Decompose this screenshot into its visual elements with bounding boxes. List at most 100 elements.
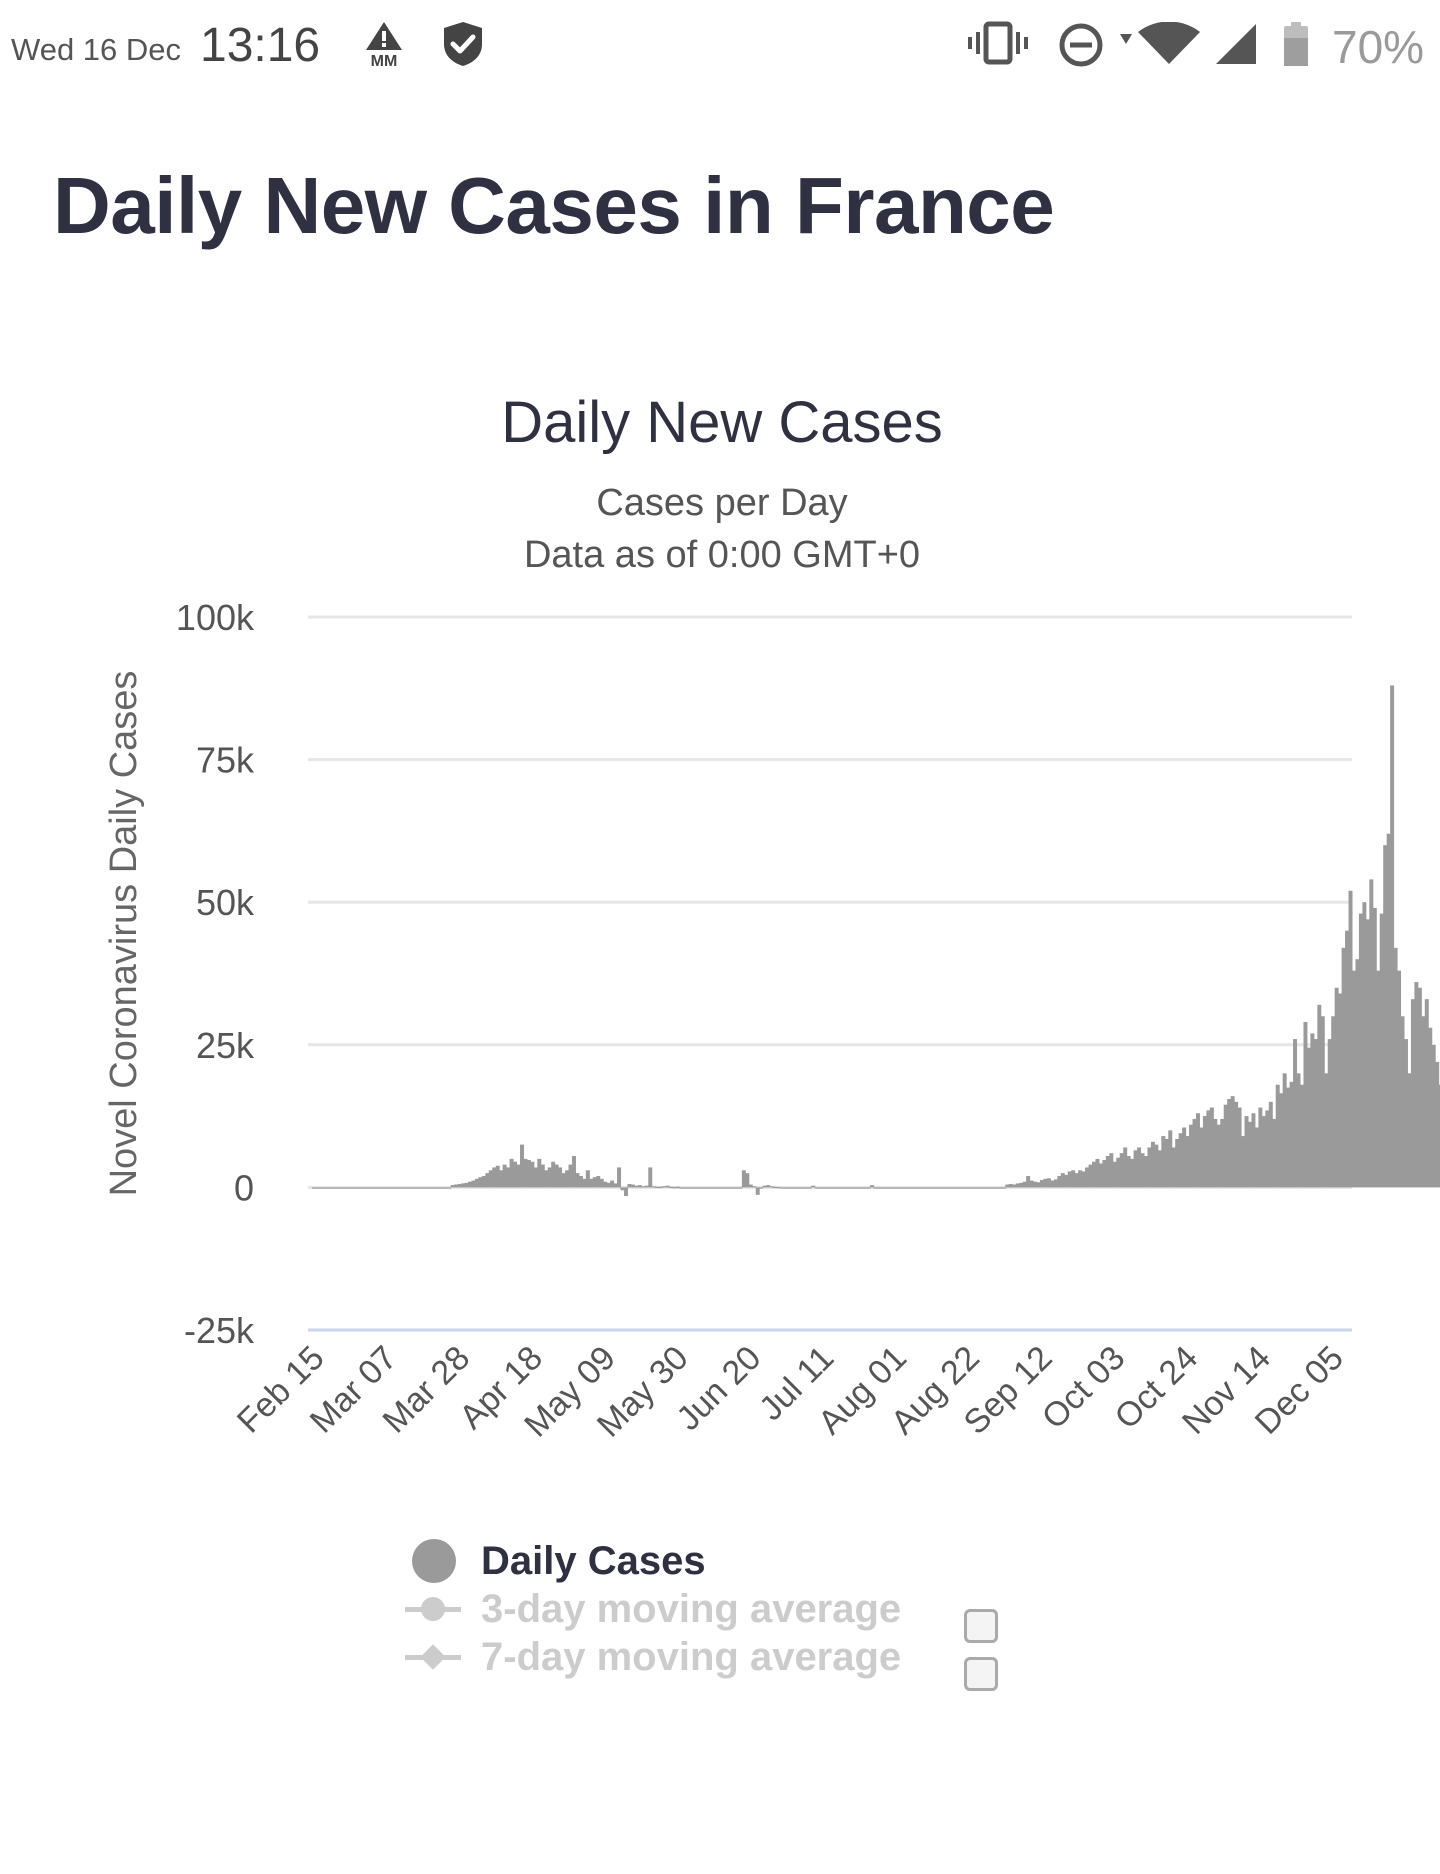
bar[interactable] [520,1144,524,1188]
bar[interactable] [1137,1147,1142,1188]
bar[interactable] [1178,1133,1183,1188]
bar[interactable] [717,1187,722,1189]
bar[interactable] [329,1187,334,1189]
bar[interactable] [1254,1127,1259,1188]
bar[interactable] [1407,1073,1412,1188]
bar[interactable] [630,1184,635,1188]
bar[interactable] [572,1156,576,1188]
bar[interactable] [1029,1180,1034,1188]
bar[interactable] [468,1181,472,1188]
bar[interactable] [315,1187,320,1189]
bar[interactable] [1234,1101,1239,1188]
bar[interactable] [523,1158,528,1188]
bar[interactable] [585,1170,590,1188]
bar[interactable] [1310,1033,1315,1188]
bar[interactable] [322,1187,327,1189]
bar[interactable] [946,1187,951,1189]
bar[interactable] [388,1187,393,1189]
bar[interactable] [1376,970,1381,1188]
bar[interactable] [1400,1016,1405,1188]
bar[interactable] [492,1167,497,1188]
bar[interactable] [1182,1127,1187,1188]
bar[interactable] [429,1187,434,1189]
bar[interactable] [1092,1161,1096,1188]
bar[interactable] [495,1165,500,1188]
bar[interactable] [662,1186,667,1188]
bar[interactable] [1216,1124,1221,1188]
bar[interactable] [637,1185,642,1188]
bar[interactable] [963,1187,968,1189]
bar[interactable] [533,1167,538,1188]
bar[interactable] [1435,1061,1440,1188]
bar[interactable] [1053,1179,1058,1188]
bar[interactable] [1147,1147,1152,1188]
bar[interactable] [1050,1180,1055,1188]
bar[interactable] [863,1187,868,1189]
bar[interactable] [676,1186,680,1189]
bar[interactable] [384,1187,389,1189]
bar[interactable] [1431,1044,1436,1188]
bar[interactable] [1133,1150,1138,1188]
bar[interactable] [762,1185,767,1188]
bar[interactable] [679,1187,684,1189]
bar[interactable] [364,1187,368,1189]
bar[interactable] [488,1170,493,1188]
bar[interactable] [994,1187,999,1189]
bar[interactable] [1223,1104,1228,1188]
bar[interactable] [1036,1182,1041,1188]
bar[interactable] [422,1187,427,1189]
bar[interactable] [433,1187,438,1189]
bar[interactable] [1286,1087,1291,1188]
bar[interactable] [1404,1039,1408,1188]
bar[interactable] [908,1187,913,1189]
bar[interactable] [582,1178,587,1188]
bar[interactable] [416,1187,420,1189]
bar[interactable] [776,1187,781,1189]
bar[interactable] [1358,913,1363,1188]
bar[interactable] [1005,1184,1010,1188]
bar[interactable] [1355,959,1360,1188]
bar[interactable] [502,1164,507,1188]
bar[interactable] [1230,1096,1235,1188]
bar[interactable] [1241,1136,1246,1188]
bar[interactable] [339,1187,344,1189]
bar[interactable] [915,1187,920,1189]
bar[interactable] [1213,1118,1218,1188]
bar[interactable] [814,1187,819,1189]
bar[interactable] [1019,1182,1024,1188]
bar[interactable] [700,1187,705,1189]
bar[interactable] [1386,833,1391,1188]
bar[interactable] [1144,1156,1148,1188]
bar[interactable] [1331,1016,1336,1188]
bar[interactable] [1071,1170,1076,1188]
bar[interactable] [554,1164,559,1188]
bar[interactable] [474,1178,479,1188]
bar[interactable] [1085,1167,1090,1188]
bar[interactable] [447,1187,452,1189]
bar[interactable] [811,1185,816,1188]
bar[interactable] [1192,1118,1197,1188]
bar[interactable] [544,1170,549,1188]
bar[interactable] [1261,1116,1266,1188]
bar[interactable] [755,1187,760,1195]
bar[interactable] [370,1187,375,1189]
bar[interactable] [443,1187,448,1189]
bar[interactable] [1196,1113,1200,1188]
bar[interactable] [1175,1138,1180,1188]
bar-series-daily-cases[interactable] [312,685,1440,1196]
bar[interactable] [599,1178,604,1188]
bar[interactable] [693,1187,698,1189]
bar[interactable] [1098,1163,1103,1188]
bar[interactable] [1282,1073,1287,1188]
bar[interactable] [738,1187,743,1189]
bar[interactable] [1324,1073,1329,1188]
bar[interactable] [551,1161,556,1188]
bar[interactable] [1279,1093,1284,1188]
bar[interactable] [658,1186,663,1189]
bar[interactable] [887,1187,892,1189]
bar[interactable] [1348,890,1353,1188]
bar[interactable] [1109,1153,1114,1188]
bar[interactable] [641,1186,646,1188]
bar[interactable] [568,1164,573,1188]
bar[interactable] [786,1187,791,1189]
